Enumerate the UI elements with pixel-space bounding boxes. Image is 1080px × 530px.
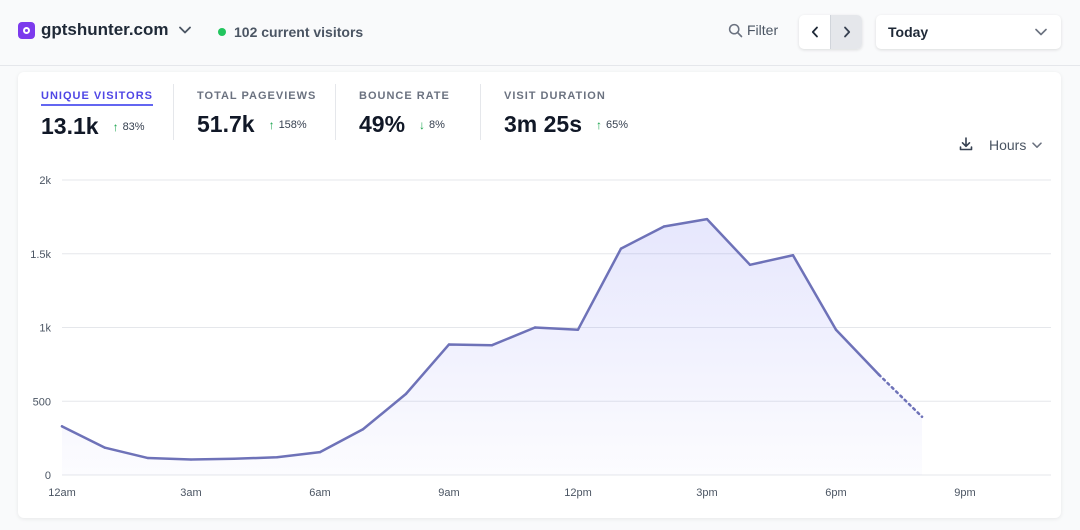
metric-label: BOUNCE RATE (359, 90, 450, 102)
period-navigation (799, 15, 862, 49)
arrow-up-icon: ↑ (596, 117, 603, 132)
metric-change: ↑ 65% (596, 118, 628, 132)
data-point[interactable] (189, 458, 193, 461)
metric-change-value: 65% (606, 118, 629, 131)
site-name: gptshunter.com (41, 20, 169, 39)
metric-divider (480, 84, 481, 140)
graph-card: UNIQUE VISITORS 13.1k ↑ 83% TOTAL PAGEVIE… (18, 72, 1061, 518)
current-visitors-label: 102 current visitors (234, 24, 364, 40)
metric-value: 49% (359, 111, 406, 137)
download-icon (959, 137, 973, 151)
metric-label: TOTAL PAGEVIEWS (197, 90, 317, 102)
y-tick-label: 1.5k (30, 249, 51, 261)
download-button[interactable] (958, 136, 974, 157)
data-point[interactable] (748, 263, 752, 267)
metric-change: ↑ 83% (113, 120, 145, 134)
chevron-down-icon (1035, 28, 1047, 36)
y-tick-label: 0 (45, 470, 51, 482)
data-point[interactable] (275, 456, 279, 459)
series-line (60, 217, 881, 461)
metric-visit-duration[interactable]: VISIT DURATION 3m 25s ↑ 65% (504, 86, 628, 138)
previous-period-button[interactable] (799, 15, 830, 49)
site-switcher[interactable]: gptshunter.com (18, 20, 191, 40)
data-point[interactable] (60, 425, 64, 428)
arrow-up-icon: ↑ (112, 119, 119, 134)
x-tick-label: 12am (48, 487, 76, 499)
data-point[interactable] (920, 415, 924, 418)
visitors-line-chart[interactable]: 0 500 1k 1.5k 2k 12am 3am 6am 9am 12pm 3pm 6pm 9pm (18, 72, 1061, 518)
data-point[interactable] (576, 328, 580, 331)
metric-bounce-rate[interactable]: BOUNCE RATE 49% ↓ 8% (359, 86, 450, 138)
interval-select[interactable]: Hours (989, 137, 1043, 153)
metric-change-value: 8% (429, 118, 445, 131)
metric-value: 51.7k (197, 111, 255, 137)
metric-divider (335, 84, 336, 140)
metric-total-pageviews[interactable]: TOTAL PAGEVIEWS 51.7k ↑ 158% (197, 86, 316, 138)
metric-divider (173, 84, 174, 140)
data-point[interactable] (619, 247, 623, 250)
x-tick-label: 9pm (954, 487, 975, 499)
arrow-down-icon: ↓ (419, 117, 426, 132)
data-point[interactable] (791, 254, 795, 257)
y-tick-label: 2k (39, 175, 51, 187)
chevron-left-icon (811, 26, 818, 38)
data-point[interactable] (705, 217, 709, 221)
x-tick-label: 12pm (564, 487, 592, 499)
data-point[interactable] (834, 328, 838, 331)
metric-change: ↓ 8% (419, 118, 445, 132)
x-tick-label: 3pm (696, 487, 717, 499)
data-point[interactable] (533, 326, 537, 329)
data-point[interactable] (318, 450, 322, 454)
chevron-down-icon (178, 26, 191, 34)
arrow-up-icon: ↑ (268, 117, 275, 132)
chevron-down-icon (1032, 141, 1043, 148)
current-visitors[interactable]: 102 current visitors (218, 24, 363, 40)
data-point[interactable] (662, 225, 666, 228)
metric-change-value: 158% (278, 118, 307, 131)
x-tick-label: 6am (309, 487, 330, 499)
series-line-incomplete (877, 373, 924, 418)
live-dot-icon (218, 28, 226, 36)
data-point[interactable] (146, 456, 150, 460)
interval-label: Hours (989, 137, 1027, 153)
data-point[interactable] (103, 446, 107, 449)
metric-label: UNIQUE VISITORS (41, 90, 153, 106)
x-tick-label: 9am (438, 487, 459, 499)
series-area (62, 219, 922, 475)
next-period-button[interactable] (830, 15, 862, 49)
search-icon (728, 23, 743, 37)
metric-value: 3m 25s (504, 111, 583, 137)
metric-value: 13.1k (41, 113, 99, 139)
site-favicon-icon (18, 21, 35, 39)
metric-unique-visitors[interactable]: UNIQUE VISITORS 13.1k ↑ 83% (41, 86, 153, 140)
period-label: Today (888, 24, 929, 40)
x-tick-label: 3am (180, 487, 201, 499)
chevron-right-icon (843, 26, 850, 38)
metric-label: VISIT DURATION (504, 90, 606, 102)
filter-label: Filter (747, 22, 779, 38)
y-tick-label: 500 (33, 396, 51, 408)
top-bar: gptshunter.com 102 current visitors Filt… (0, 0, 1080, 66)
x-tick-label: 6pm (825, 487, 846, 499)
metric-change: ↑ 158% (269, 118, 307, 132)
data-point[interactable] (404, 392, 408, 396)
y-tick-label: 1k (39, 323, 51, 335)
data-point[interactable] (232, 457, 236, 460)
filter-button[interactable]: Filter (728, 22, 778, 38)
metric-change-value: 83% (122, 120, 145, 133)
data-point[interactable] (447, 343, 451, 346)
data-point[interactable] (877, 373, 881, 376)
data-point[interactable] (490, 344, 494, 347)
period-select[interactable]: Today (876, 15, 1061, 49)
data-point[interactable] (361, 428, 365, 431)
